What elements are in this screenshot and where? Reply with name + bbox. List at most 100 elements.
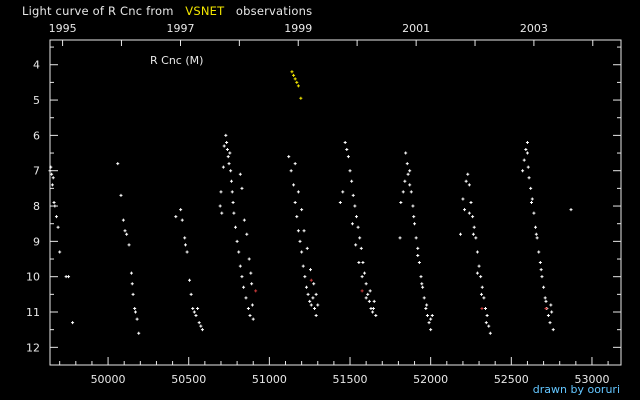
data-point bbox=[419, 275, 423, 279]
data-point bbox=[248, 314, 252, 318]
data-point bbox=[414, 236, 418, 240]
data-point bbox=[314, 314, 318, 318]
data-point bbox=[185, 250, 189, 254]
data-point bbox=[354, 243, 358, 247]
data-point bbox=[537, 250, 541, 254]
data-point bbox=[479, 275, 483, 279]
data-point bbox=[174, 215, 178, 219]
x-tick-label: 53000 bbox=[574, 373, 609, 386]
data-point bbox=[131, 292, 135, 296]
data-point bbox=[296, 84, 300, 88]
data-point bbox=[463, 208, 467, 212]
data-point bbox=[54, 215, 58, 219]
data-point bbox=[251, 317, 255, 321]
data-point bbox=[133, 306, 137, 310]
data-point bbox=[529, 186, 533, 190]
data-point bbox=[221, 165, 225, 169]
data-point bbox=[230, 190, 234, 194]
data-point bbox=[411, 204, 415, 208]
title-suffix: observations bbox=[235, 4, 313, 18]
data-point bbox=[361, 261, 365, 265]
data-point bbox=[534, 232, 538, 236]
data-point bbox=[194, 314, 198, 318]
data-point bbox=[422, 296, 426, 300]
data-point bbox=[309, 278, 313, 282]
data-point bbox=[300, 250, 304, 254]
data-point bbox=[219, 190, 223, 194]
y-tick-label: 12 bbox=[26, 341, 40, 354]
data-point bbox=[229, 169, 233, 173]
data-point bbox=[183, 236, 187, 240]
year-tick-label: 1995 bbox=[49, 22, 77, 35]
data-point bbox=[226, 155, 230, 159]
data-point bbox=[199, 324, 203, 328]
data-point bbox=[121, 218, 125, 222]
data-point bbox=[308, 299, 312, 303]
data-point bbox=[399, 201, 403, 204]
data-point bbox=[535, 236, 539, 240]
data-point bbox=[238, 264, 242, 268]
data-point bbox=[293, 162, 297, 166]
data-point bbox=[534, 225, 538, 229]
data-point bbox=[412, 215, 416, 219]
data-point bbox=[360, 275, 364, 279]
data-point bbox=[292, 73, 296, 77]
data-point bbox=[311, 296, 315, 300]
data-point bbox=[359, 246, 363, 250]
data-point bbox=[403, 179, 407, 183]
data-point bbox=[48, 169, 52, 173]
y-tick-label: 7 bbox=[33, 165, 40, 178]
data-point bbox=[242, 218, 246, 222]
year-tick-label: 2003 bbox=[520, 22, 548, 35]
data-point bbox=[416, 253, 420, 257]
data-point bbox=[227, 162, 231, 166]
data-point bbox=[58, 250, 62, 254]
data-point bbox=[540, 275, 544, 279]
data-point bbox=[348, 169, 352, 173]
data-point bbox=[240, 275, 244, 279]
data-point bbox=[429, 328, 433, 332]
data-point bbox=[225, 140, 229, 144]
data-point bbox=[357, 261, 361, 265]
plot-frame bbox=[49, 39, 622, 366]
data-point bbox=[350, 179, 354, 183]
data-point bbox=[218, 204, 222, 208]
data-point bbox=[192, 310, 196, 314]
data-point bbox=[427, 321, 431, 325]
data-point bbox=[360, 289, 364, 293]
data-point bbox=[316, 303, 320, 307]
data-point bbox=[529, 201, 533, 204]
data-point bbox=[530, 197, 534, 201]
data-point bbox=[485, 314, 489, 318]
y-tick-label: 8 bbox=[33, 200, 40, 213]
data-point bbox=[314, 292, 318, 296]
data-point bbox=[543, 296, 547, 300]
data-point bbox=[200, 328, 204, 332]
data-point bbox=[469, 201, 473, 204]
data-point bbox=[353, 204, 357, 208]
data-point bbox=[244, 296, 248, 300]
data-point bbox=[250, 282, 254, 286]
data-point bbox=[406, 172, 410, 176]
data-point bbox=[351, 193, 355, 197]
data-point bbox=[532, 211, 536, 215]
data-point bbox=[301, 264, 305, 268]
data-point bbox=[546, 314, 550, 318]
data-point bbox=[346, 155, 350, 159]
x-tick-label: 51000 bbox=[252, 373, 287, 386]
data-point bbox=[417, 261, 421, 265]
axis-ticks: 50000 50500 51000 51500 52000 52500 53000 1995 1… bbox=[26, 22, 621, 386]
star-label: R Cnc (M) bbox=[150, 54, 203, 67]
data-point bbox=[298, 239, 302, 243]
data-point bbox=[245, 232, 249, 236]
data-point bbox=[189, 292, 193, 296]
data-point bbox=[538, 261, 542, 265]
data-point bbox=[183, 243, 187, 247]
data-point bbox=[474, 236, 478, 240]
data-point bbox=[127, 243, 131, 247]
data-point bbox=[304, 285, 308, 289]
data-point bbox=[295, 80, 299, 84]
data-point bbox=[467, 183, 471, 187]
data-point bbox=[293, 201, 297, 204]
data-point bbox=[222, 144, 226, 148]
